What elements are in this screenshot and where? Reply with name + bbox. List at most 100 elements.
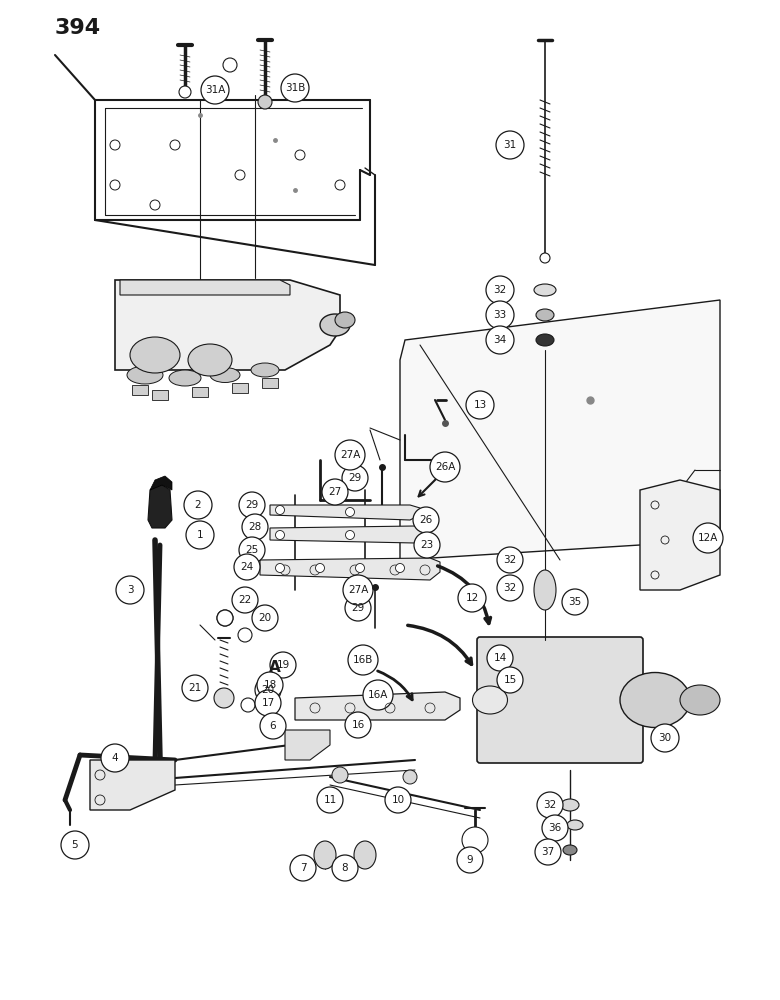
Text: 30: 30 bbox=[658, 733, 672, 743]
Ellipse shape bbox=[188, 344, 232, 376]
Circle shape bbox=[252, 605, 278, 631]
Text: 33: 33 bbox=[494, 310, 507, 320]
Bar bbox=[132, 385, 148, 395]
Text: 5: 5 bbox=[72, 840, 78, 850]
Circle shape bbox=[322, 479, 348, 505]
Circle shape bbox=[346, 508, 354, 516]
Circle shape bbox=[356, 564, 364, 572]
Bar bbox=[192, 387, 208, 397]
Circle shape bbox=[275, 530, 285, 540]
Text: 18: 18 bbox=[264, 680, 277, 690]
Circle shape bbox=[332, 767, 348, 783]
Polygon shape bbox=[295, 692, 460, 720]
Circle shape bbox=[239, 537, 265, 563]
Circle shape bbox=[217, 610, 233, 626]
Circle shape bbox=[242, 514, 268, 540]
Circle shape bbox=[270, 652, 296, 678]
Text: 21: 21 bbox=[189, 683, 201, 693]
Text: 15: 15 bbox=[503, 675, 516, 685]
Ellipse shape bbox=[127, 366, 163, 384]
Ellipse shape bbox=[354, 841, 376, 869]
Text: 19: 19 bbox=[276, 660, 289, 670]
Circle shape bbox=[184, 491, 212, 519]
Text: 12: 12 bbox=[466, 593, 479, 603]
Text: 22: 22 bbox=[239, 595, 252, 605]
Circle shape bbox=[186, 521, 214, 549]
Text: 35: 35 bbox=[569, 597, 582, 607]
Text: 14: 14 bbox=[494, 653, 507, 663]
Polygon shape bbox=[148, 485, 172, 528]
Circle shape bbox=[542, 815, 568, 841]
Ellipse shape bbox=[169, 370, 201, 386]
Text: 32: 32 bbox=[503, 583, 516, 593]
Circle shape bbox=[343, 575, 373, 605]
Ellipse shape bbox=[251, 363, 279, 377]
Circle shape bbox=[497, 667, 523, 693]
Circle shape bbox=[413, 507, 439, 533]
Text: 29: 29 bbox=[246, 500, 259, 510]
Circle shape bbox=[342, 465, 368, 491]
Polygon shape bbox=[285, 730, 330, 760]
Text: 7: 7 bbox=[300, 863, 307, 873]
Text: 27A: 27A bbox=[348, 585, 368, 595]
Bar bbox=[232, 383, 248, 393]
Circle shape bbox=[214, 688, 234, 708]
Circle shape bbox=[486, 326, 514, 354]
Text: 4: 4 bbox=[112, 753, 119, 763]
Circle shape bbox=[317, 787, 343, 813]
Text: 16: 16 bbox=[351, 720, 364, 730]
Text: 31B: 31B bbox=[285, 83, 305, 93]
Circle shape bbox=[345, 712, 371, 738]
Circle shape bbox=[258, 95, 272, 109]
Circle shape bbox=[403, 770, 417, 784]
Circle shape bbox=[101, 744, 129, 772]
Circle shape bbox=[335, 440, 365, 470]
Text: 29: 29 bbox=[349, 473, 362, 483]
Polygon shape bbox=[270, 526, 425, 543]
Circle shape bbox=[61, 831, 89, 859]
Circle shape bbox=[275, 506, 285, 514]
Ellipse shape bbox=[314, 841, 336, 869]
Text: 17: 17 bbox=[261, 698, 275, 708]
Ellipse shape bbox=[335, 312, 355, 328]
Circle shape bbox=[414, 532, 440, 558]
FancyBboxPatch shape bbox=[477, 637, 643, 763]
Text: 25: 25 bbox=[246, 545, 259, 555]
Circle shape bbox=[430, 452, 460, 482]
Text: 24: 24 bbox=[240, 562, 254, 572]
Circle shape bbox=[315, 564, 324, 572]
Circle shape bbox=[486, 276, 514, 304]
Circle shape bbox=[497, 547, 523, 573]
Text: A: A bbox=[269, 660, 281, 676]
Circle shape bbox=[540, 253, 550, 263]
Polygon shape bbox=[400, 300, 720, 560]
Circle shape bbox=[363, 680, 393, 710]
Text: 36: 36 bbox=[548, 823, 562, 833]
Ellipse shape bbox=[536, 309, 554, 321]
Circle shape bbox=[487, 645, 513, 671]
Text: 13: 13 bbox=[473, 400, 487, 410]
Text: 10: 10 bbox=[392, 795, 405, 805]
Circle shape bbox=[346, 530, 354, 540]
Text: 28: 28 bbox=[248, 522, 261, 532]
Circle shape bbox=[562, 589, 588, 615]
Circle shape bbox=[201, 76, 229, 104]
Circle shape bbox=[255, 690, 281, 716]
Text: 26A: 26A bbox=[434, 462, 456, 472]
Text: 16B: 16B bbox=[353, 655, 373, 665]
Circle shape bbox=[693, 523, 723, 553]
Ellipse shape bbox=[130, 337, 180, 373]
Circle shape bbox=[290, 855, 316, 881]
Circle shape bbox=[457, 847, 483, 873]
Polygon shape bbox=[270, 505, 420, 520]
Text: 31A: 31A bbox=[205, 85, 225, 95]
Circle shape bbox=[241, 698, 255, 712]
Circle shape bbox=[458, 584, 486, 612]
Circle shape bbox=[348, 645, 378, 675]
Text: 9: 9 bbox=[466, 855, 473, 865]
Text: 2: 2 bbox=[195, 500, 201, 510]
Circle shape bbox=[275, 564, 285, 572]
Text: 16A: 16A bbox=[368, 690, 388, 700]
Polygon shape bbox=[115, 280, 340, 370]
Ellipse shape bbox=[620, 672, 690, 728]
